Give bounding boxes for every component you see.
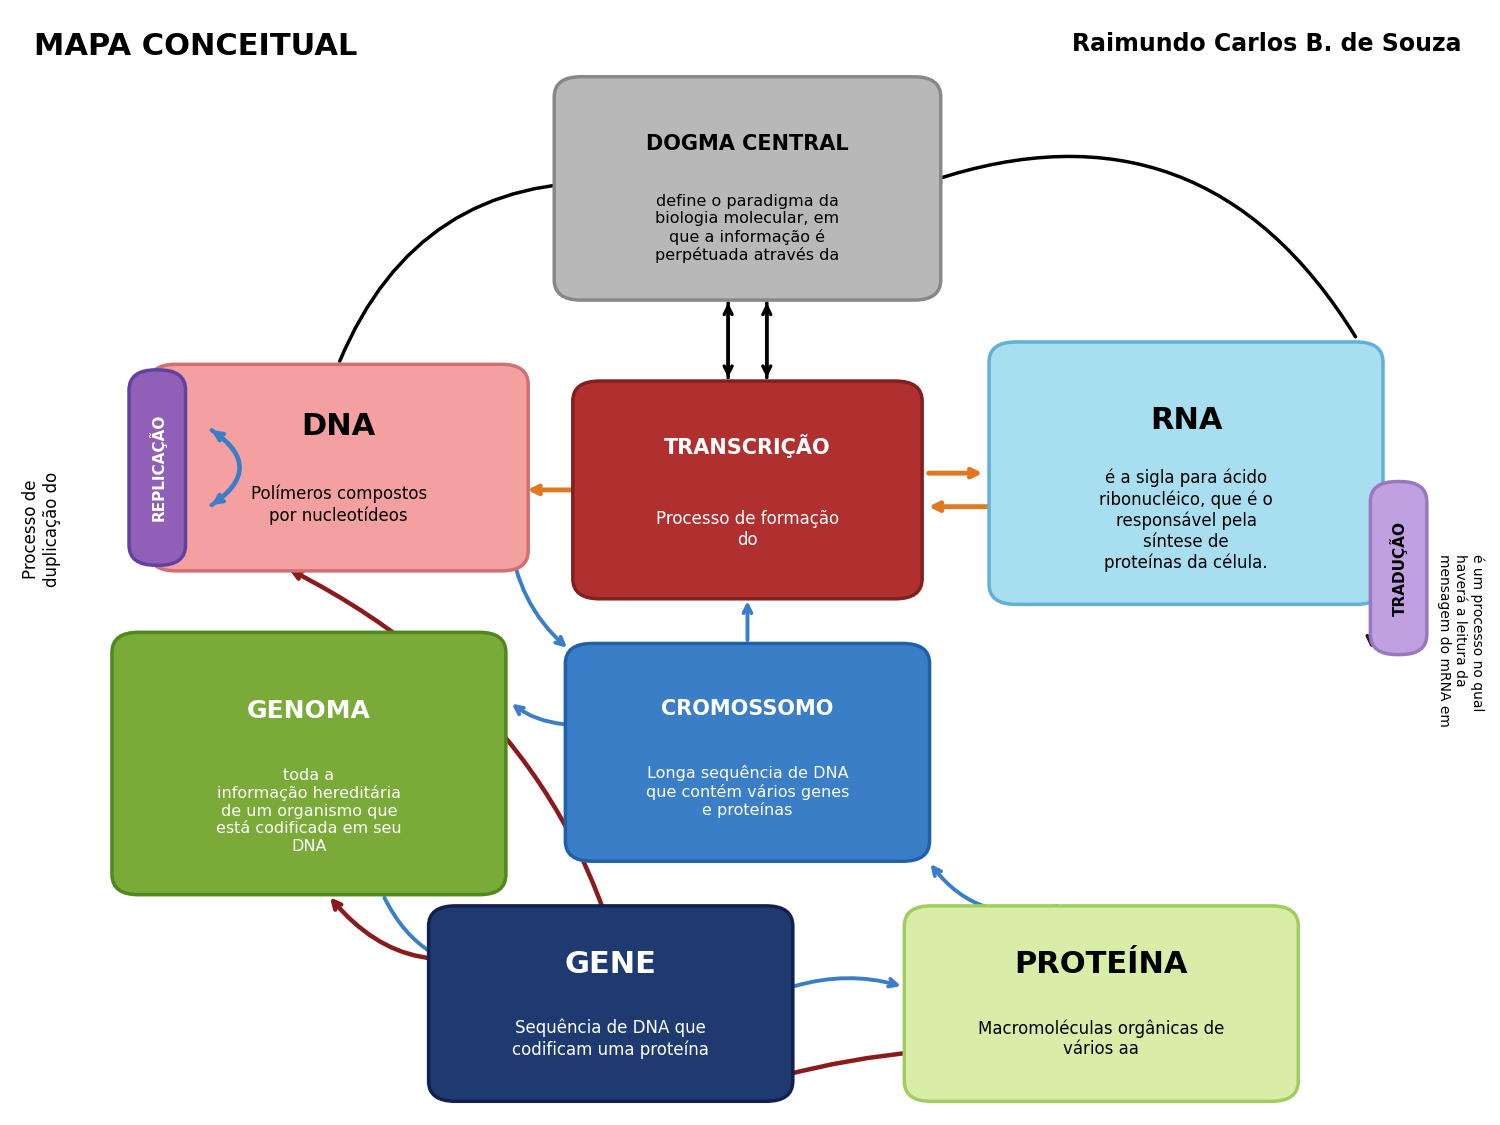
FancyBboxPatch shape	[566, 644, 930, 862]
FancyBboxPatch shape	[112, 632, 506, 894]
FancyBboxPatch shape	[573, 381, 922, 598]
Text: define o paradigma da
biologia molecular, em
que a informação é
perpétuada atrav: define o paradigma da biologia molecular…	[656, 193, 840, 263]
FancyBboxPatch shape	[904, 906, 1299, 1101]
FancyBboxPatch shape	[129, 370, 186, 565]
Text: Processo de
duplicação do: Processo de duplicação do	[22, 471, 60, 586]
Text: DOGMA CENTRAL: DOGMA CENTRAL	[646, 134, 849, 154]
Text: MAPA CONCEITUAL: MAPA CONCEITUAL	[34, 33, 357, 61]
Text: TRADUÇÃO: TRADUÇÃO	[1389, 521, 1407, 615]
FancyBboxPatch shape	[1371, 482, 1426, 655]
Text: CROMOSSOMO: CROMOSSOMO	[662, 699, 834, 719]
FancyBboxPatch shape	[429, 906, 794, 1101]
FancyBboxPatch shape	[148, 364, 528, 570]
Text: GENE: GENE	[566, 950, 657, 979]
Text: Longa sequência de DNA
que contém vários genes
e proteínas: Longa sequência de DNA que contém vários…	[646, 765, 849, 818]
Text: Macromoléculas orgânicas de
vários aa: Macromoléculas orgânicas de vários aa	[978, 1019, 1224, 1059]
Text: Raimundo Carlos B. de Souza: Raimundo Carlos B. de Souza	[1071, 33, 1461, 56]
Text: Sequência de DNA que
codificam uma proteína: Sequência de DNA que codificam uma prote…	[513, 1019, 709, 1059]
Text: REPLICAÇÃO: REPLICAÇÃO	[148, 414, 166, 521]
Text: TRANSCRIÇÃO: TRANSCRIÇÃO	[664, 434, 831, 458]
Text: é um processo no qual
haverá a leitura da
mensagem do mRNA em: é um processo no qual haverá a leitura d…	[1437, 555, 1484, 727]
Text: DNA: DNA	[302, 412, 376, 441]
Text: RNA: RNA	[1150, 406, 1222, 435]
Text: Polímeros compostos
por nucleotídeos: Polímeros compostos por nucleotídeos	[251, 485, 428, 524]
FancyBboxPatch shape	[988, 342, 1383, 604]
Text: toda a
informação hereditária
de um organismo que
está codificada em seu
DNA: toda a informação hereditária de um orga…	[216, 768, 402, 854]
FancyBboxPatch shape	[554, 76, 940, 300]
Text: é a sigla para ácido
ribonucléico, que é o
responsável pela
síntese de
proteínas: é a sigla para ácido ribonucléico, que é…	[1100, 469, 1274, 573]
Text: PROTEÍNA: PROTEÍNA	[1014, 950, 1188, 979]
Text: Processo de formação
do: Processo de formação do	[656, 510, 839, 549]
Text: GENOMA: GENOMA	[248, 699, 370, 723]
